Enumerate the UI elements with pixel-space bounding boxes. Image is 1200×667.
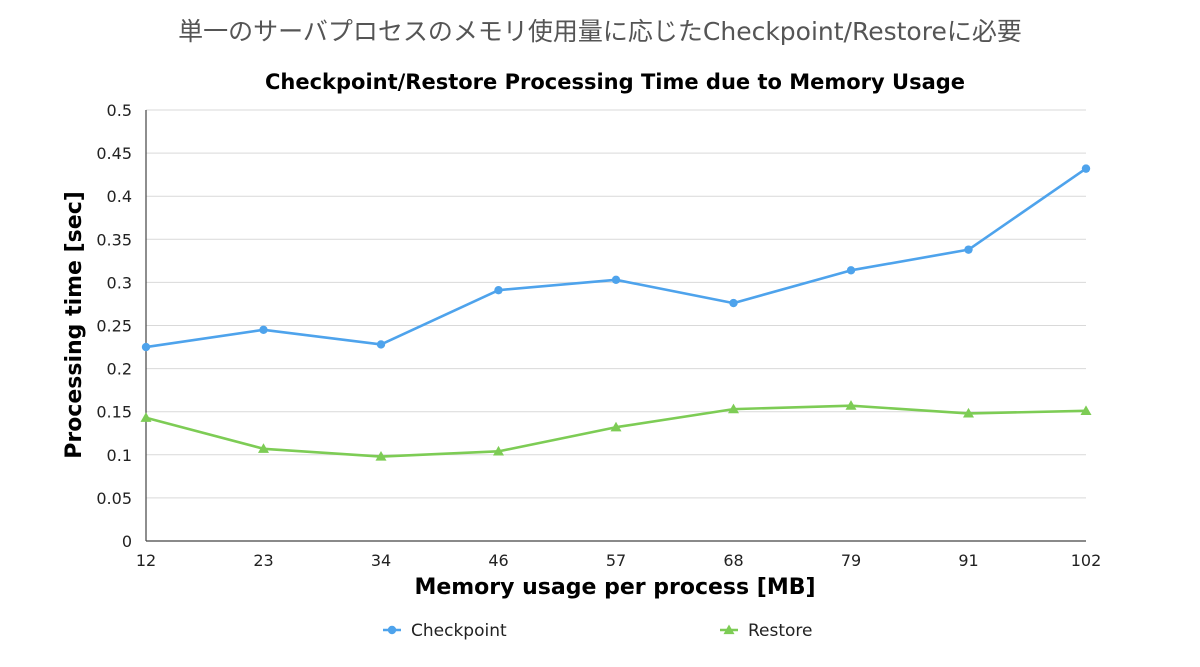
checkpoint-point	[141, 342, 151, 352]
y-axis-label: Processing time [sec]	[62, 191, 87, 459]
x-tick-label: 23	[253, 551, 273, 570]
y-tick-label: 0.3	[107, 273, 132, 292]
checkpoint-line	[145, 167, 1087, 349]
x-tick-label: 68	[723, 551, 743, 570]
x-tick-label: 102	[1071, 551, 1102, 570]
axes	[145, 110, 1086, 542]
x-axis-ticks: 12 23 34 46 57 68 79 91 102	[136, 551, 1101, 570]
legend-item-checkpoint: Checkpoint	[383, 621, 507, 641]
checkpoint-point	[846, 266, 856, 275]
x-tick-label: 91	[958, 551, 978, 570]
y-axis-ticks: 0 0.05 0.1 0.15 0.2 0.25 0.3 0.35 0.4 0.45 0.5	[96, 101, 132, 551]
y-tick-label: 0.5	[107, 101, 132, 120]
checkpoint-point	[611, 275, 621, 285]
restore-point	[728, 403, 739, 414]
checkpoint-point	[494, 285, 503, 295]
x-tick-label: 46	[488, 551, 508, 570]
y-tick-label: 0.2	[107, 360, 132, 379]
gridlines	[146, 109, 1086, 499]
y-tick-label: 0.4	[107, 187, 132, 206]
y-tick-label: 0.05	[96, 489, 132, 508]
x-tick-label: 12	[136, 551, 156, 570]
x-tick-label: 57	[606, 551, 626, 570]
series-lines	[140, 164, 1092, 461]
checkpoint-point	[729, 298, 738, 308]
legend-label-checkpoint: Checkpoint	[411, 621, 507, 641]
y-tick-label: 0.1	[107, 446, 132, 465]
x-tick-label: 34	[371, 551, 391, 570]
series-restore	[140, 400, 1092, 461]
x-axis-label: Memory usage per process [MB]	[414, 575, 815, 600]
legend-marker-checkpoint	[387, 625, 397, 635]
x-tick-label: 79	[841, 551, 861, 570]
legend-label-restore: Restore	[748, 621, 813, 641]
chart-title: Checkpoint/Restore Processing Time due t…	[265, 70, 965, 94]
legend: Checkpoint Restore	[383, 621, 813, 641]
legend-item-restore: Restore	[720, 621, 813, 641]
restore-point	[258, 443, 269, 453]
checkpoint-point	[964, 245, 973, 254]
series-checkpoint	[141, 164, 1091, 352]
y-tick-label: 0	[122, 532, 132, 551]
restore-point	[963, 407, 974, 418]
y-tick-label: 0.25	[96, 317, 132, 336]
y-tick-label: 0.15	[96, 403, 132, 422]
restore-point	[375, 451, 387, 461]
restore-point	[1080, 405, 1092, 415]
page-title: 単一のサーバプロセスのメモリ使用量に応じたCheckpoint/Restoreに…	[178, 17, 1022, 46]
legend-marker-restore	[723, 624, 735, 635]
y-tick-label: 0.35	[96, 230, 132, 249]
checkpoint-point	[259, 325, 268, 335]
restore-point	[610, 421, 622, 432]
y-tick-label: 0.45	[96, 144, 132, 163]
restore-point	[140, 412, 152, 422]
restore-point	[845, 400, 857, 410]
checkpoint-point	[1081, 164, 1091, 173]
checkpoint-point	[376, 340, 386, 349]
restore-point	[493, 445, 504, 456]
